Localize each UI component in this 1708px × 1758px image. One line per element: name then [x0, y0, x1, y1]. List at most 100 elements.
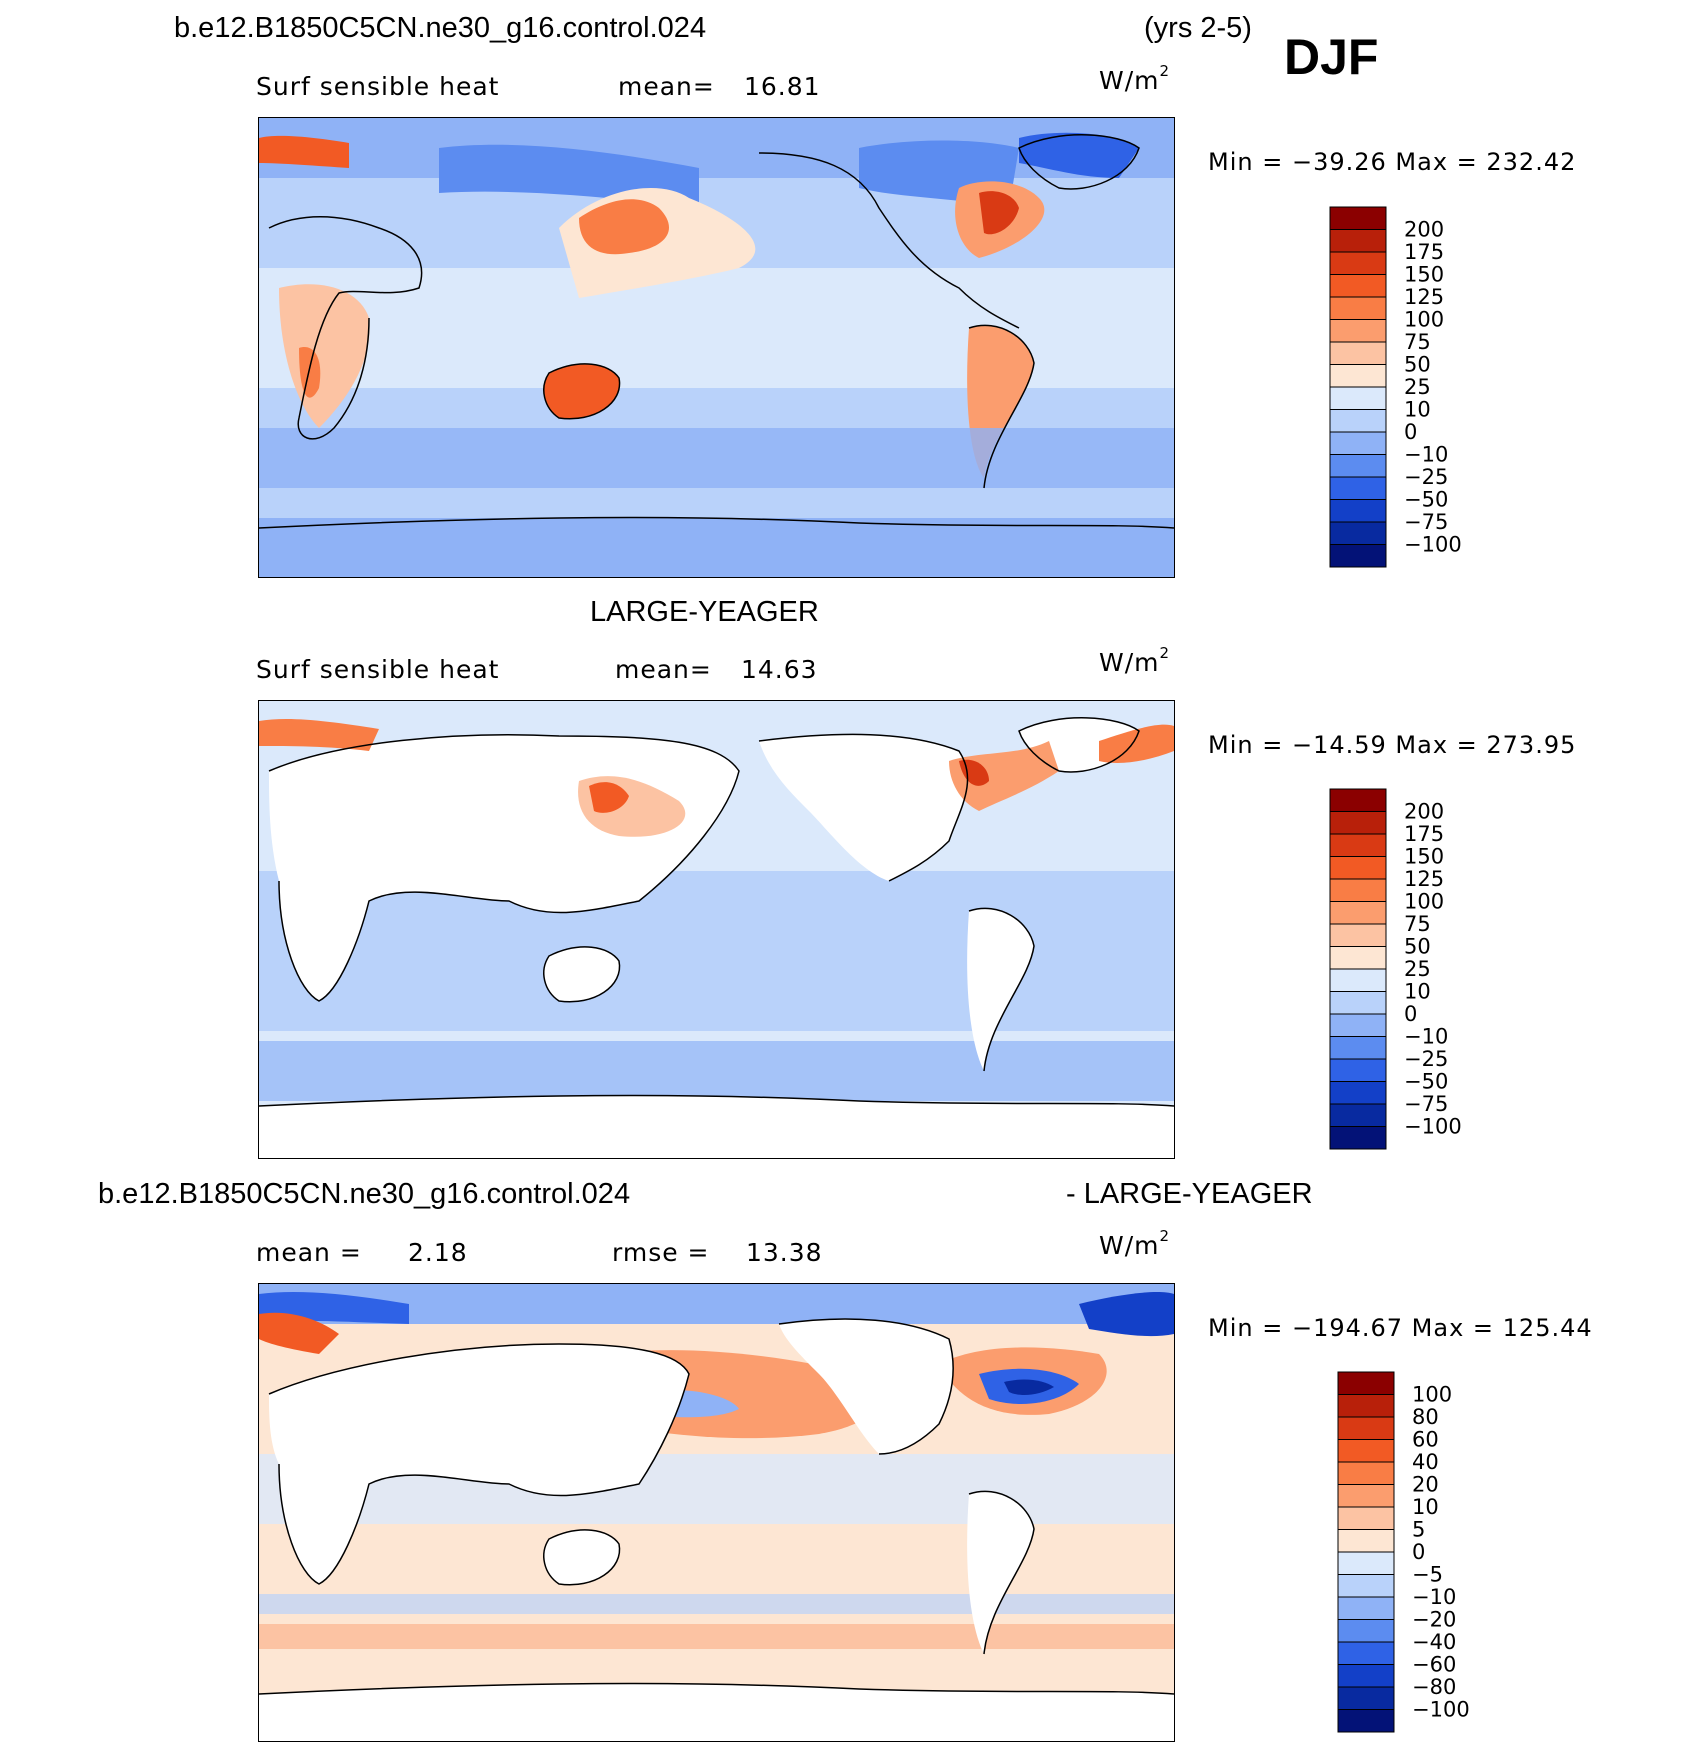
colorbar-label: 175: [1404, 240, 1444, 264]
panel3-map: [258, 1283, 1175, 1742]
colorbar-swatch: [1329, 274, 1387, 298]
colorbar-swatch: [1329, 968, 1387, 992]
colorbar-label: −80: [1412, 1675, 1456, 1699]
colorbar-swatch: [1329, 1126, 1387, 1150]
colorbar-swatch: [1329, 521, 1387, 545]
colorbar-label: 100: [1404, 890, 1444, 914]
panel1-mean-value: 16.81: [744, 72, 821, 101]
panel3-title-right: - LARGE-YEAGER: [1066, 1178, 1313, 1210]
colorbar-label: 0: [1404, 420, 1417, 444]
colorbar-label: −100: [1412, 1698, 1470, 1722]
colorbar-swatch: [1329, 386, 1387, 410]
colorbar-label: 200: [1404, 218, 1444, 242]
panel2-minmax: Min = −14.59 Max = 273.95: [1208, 731, 1577, 759]
colorbar-swatch: [1329, 409, 1387, 433]
colorbar-swatch: [1329, 319, 1387, 343]
colorbar-swatch: [1329, 251, 1387, 275]
colorbar-label: 200: [1404, 800, 1444, 824]
colorbar-swatch: [1329, 878, 1387, 902]
colorbar-label: −100: [1404, 533, 1462, 557]
colorbar-label: 0: [1404, 1002, 1417, 1026]
panel1-variable: Surf sensible heat: [256, 72, 500, 101]
colorbar-label: −10: [1404, 443, 1448, 467]
colorbar-swatch: [1329, 991, 1387, 1015]
colorbar-label: 100: [1404, 308, 1444, 332]
colorbar-label: 5: [1412, 1518, 1425, 1542]
colorbar-swatch: [1337, 1686, 1395, 1710]
colorbar-swatch: [1337, 1461, 1395, 1485]
panel1-map-svg: [259, 118, 1174, 577]
colorbar-label: −50: [1404, 1070, 1448, 1094]
panel1-minmax: Min = −39.26 Max = 232.42: [1208, 148, 1577, 176]
colorbar-label: 150: [1404, 845, 1444, 869]
colorbar-label: −10: [1412, 1585, 1456, 1609]
panel3-mean-value: 2.18: [408, 1238, 468, 1267]
colorbar-swatch: [1329, 1013, 1387, 1037]
colorbar-swatch: [1329, 1081, 1387, 1105]
colorbar-label: −75: [1404, 510, 1448, 534]
colorbar-label: 75: [1404, 330, 1431, 354]
colorbar-label: 10: [1412, 1495, 1439, 1519]
colorbar-swatch: [1329, 544, 1387, 568]
colorbar-label: 0: [1412, 1540, 1425, 1564]
colorbar-swatch: [1337, 1484, 1395, 1508]
colorbar-label: 50: [1404, 935, 1431, 959]
colorbar-swatch: [1329, 833, 1387, 857]
panel3-map-svg: [259, 1284, 1174, 1741]
colorbar-swatch: [1337, 1619, 1395, 1643]
colorbar-swatch: [1329, 1103, 1387, 1127]
colorbar-swatch: [1329, 856, 1387, 880]
panel3-rmse-label: rmse =: [612, 1238, 710, 1267]
panel1-colorbar: 200 175 150 125 100 75 50 25 10 0 −10 −25 −50 −75 −100: [1329, 206, 1490, 569]
colorbar-swatch: [1329, 499, 1387, 523]
panel2-map: [258, 700, 1175, 1159]
panel3-units: W/m2: [1099, 1227, 1171, 1260]
colorbar-label: 25: [1404, 375, 1431, 399]
colorbar-swatch: [1329, 454, 1387, 478]
panel3-mean-label: mean =: [256, 1238, 362, 1267]
panel2-title: LARGE-YEAGER: [590, 596, 819, 628]
colorbar-label: 60: [1412, 1428, 1439, 1452]
colorbar-swatch: [1337, 1596, 1395, 1620]
panel3-title-left: b.e12.B1850C5CN.ne30_g16.control.024: [98, 1178, 631, 1210]
colorbar-swatch: [1329, 364, 1387, 388]
panel3-minmax: Min = −194.67 Max = 125.44: [1208, 1314, 1593, 1342]
colorbar-swatch: [1329, 341, 1387, 365]
colorbar-swatch: [1329, 901, 1387, 925]
colorbar-label: −10: [1404, 1025, 1448, 1049]
years-label: (yrs 2-5): [1144, 12, 1252, 44]
panel2-mean-label: mean=: [615, 655, 712, 684]
colorbar-swatch: [1337, 1551, 1395, 1575]
colorbar-swatch: [1329, 811, 1387, 835]
colorbar-swatch: [1329, 229, 1387, 253]
panel3-rmse-value: 13.38: [746, 1238, 823, 1267]
colorbar-swatch: [1337, 1371, 1395, 1395]
colorbar-label: 20: [1412, 1473, 1439, 1497]
panel2-units: W/m2: [1099, 644, 1171, 677]
colorbar-swatch: [1337, 1506, 1395, 1530]
colorbar-label: 10: [1404, 398, 1431, 422]
colorbar-label: 40: [1412, 1450, 1439, 1474]
panel2-colorbar: 200 175 150 125 100 75 50 25 10 0 −10 −25 −50 −75 −100: [1329, 788, 1490, 1151]
colorbar-label: 125: [1404, 867, 1444, 891]
colorbar-swatch: [1329, 923, 1387, 947]
panel2-mean-value: 14.63: [741, 655, 818, 684]
colorbar-swatch: [1329, 1058, 1387, 1082]
colorbar-label: 50: [1404, 353, 1431, 377]
colorbar-label: −50: [1404, 488, 1448, 512]
colorbar-label: 150: [1404, 263, 1444, 287]
colorbar-swatch: [1329, 296, 1387, 320]
colorbar-label: 10: [1404, 980, 1431, 1004]
colorbar-label: −5: [1412, 1563, 1443, 1587]
colorbar-label: 25: [1404, 957, 1431, 981]
colorbar-swatch: [1337, 1529, 1395, 1553]
colorbar-label: 100: [1412, 1383, 1452, 1407]
colorbar-label: −25: [1404, 465, 1448, 489]
colorbar-swatch: [1329, 206, 1387, 230]
colorbar-swatch: [1329, 1036, 1387, 1060]
colorbar-label: 175: [1404, 822, 1444, 846]
colorbar-swatch: [1329, 788, 1387, 812]
colorbar-swatch: [1329, 476, 1387, 500]
